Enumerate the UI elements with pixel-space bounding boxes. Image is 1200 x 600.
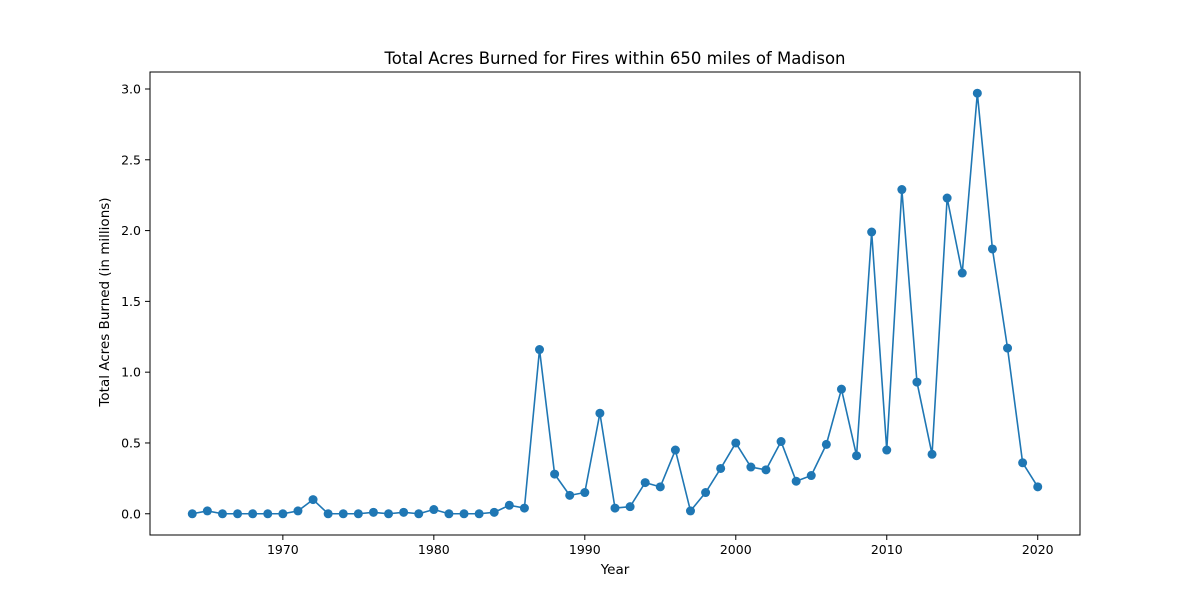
y-axis-label: Total Acres Burned (in millions) — [97, 197, 113, 407]
y-tick-label: 1.5 — [121, 294, 141, 309]
plot-frame — [149, 71, 1081, 536]
data-point — [806, 471, 816, 481]
data-point — [504, 500, 514, 510]
x-tick-label: 1990 — [569, 542, 601, 557]
data-point — [821, 439, 831, 449]
data-point — [217, 509, 227, 519]
data-point — [308, 495, 318, 505]
data-point — [655, 482, 665, 492]
data-point — [459, 509, 469, 519]
data-point — [716, 463, 726, 473]
data-point — [368, 507, 378, 517]
data-point — [836, 384, 846, 394]
data-point — [610, 503, 620, 513]
data-point — [761, 465, 771, 475]
data-point — [248, 509, 258, 519]
data-point — [640, 478, 650, 488]
x-tick-label: 2010 — [871, 542, 903, 557]
data-point — [670, 445, 680, 455]
data-point — [942, 193, 952, 203]
data-point — [867, 227, 877, 237]
y-tick-label: 1.0 — [121, 365, 141, 380]
y-tick-label: 2.5 — [121, 152, 141, 167]
data-point — [972, 88, 982, 98]
data-point — [1018, 458, 1028, 468]
y-tick-label: 0.0 — [121, 506, 141, 521]
data-point — [384, 509, 394, 519]
data-point — [776, 437, 786, 447]
data-point — [791, 476, 801, 486]
data-point — [580, 488, 590, 498]
chart-title: Total Acres Burned for Fires within 650 … — [383, 49, 845, 68]
data-point — [882, 445, 892, 455]
data-point — [701, 488, 711, 498]
data-point — [987, 244, 997, 254]
data-point — [927, 449, 937, 459]
y-tick-label: 2.0 — [121, 223, 141, 238]
data-point — [263, 509, 273, 519]
data-point — [519, 503, 529, 513]
data-point — [897, 185, 907, 195]
data-point — [399, 507, 409, 517]
x-axis-label: Year — [600, 562, 630, 578]
data-point — [746, 462, 756, 472]
data-point — [1003, 343, 1013, 353]
data-point — [535, 345, 545, 355]
data-point — [429, 505, 439, 515]
data-point — [957, 268, 967, 278]
data-point — [912, 377, 922, 387]
data-point — [353, 509, 363, 519]
data-point — [293, 506, 303, 516]
data-point — [550, 469, 560, 479]
data-point — [474, 509, 484, 519]
data-point — [278, 509, 288, 519]
data-point — [565, 490, 575, 500]
data-point — [338, 509, 348, 519]
data-point — [731, 438, 741, 448]
data-point — [489, 507, 499, 517]
x-tick-label: 2000 — [720, 542, 752, 557]
x-tick-label: 1970 — [267, 542, 299, 557]
data-point — [202, 506, 212, 516]
data-point — [444, 509, 454, 519]
data-point — [1033, 482, 1043, 492]
x-tick-label: 1980 — [418, 542, 450, 557]
plot-area: 1970 1980 1990 2000 2010 2020 0.0 0.5 1.0 1.5 2.0 2… — [121, 71, 1081, 557]
data-point — [625, 502, 635, 512]
data-point — [233, 509, 243, 519]
data-point — [414, 509, 424, 519]
y-tick-label: 3.0 — [121, 81, 141, 96]
data-point — [852, 451, 862, 461]
data-point — [595, 408, 605, 418]
x-tick-label: 2020 — [1022, 542, 1054, 557]
data-point — [323, 509, 333, 519]
data-point — [685, 506, 695, 516]
y-tick-label: 0.5 — [121, 435, 141, 450]
data-point — [187, 509, 197, 519]
